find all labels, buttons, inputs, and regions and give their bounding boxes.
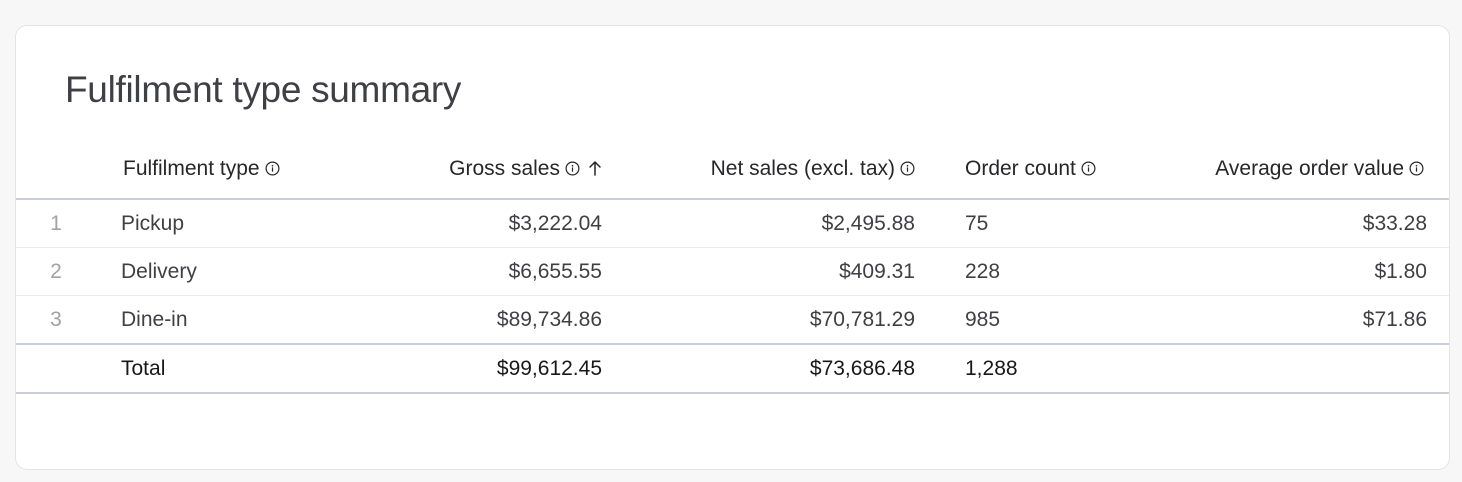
fulfilment-summary-table: Fulfilment type Gross sales Net sales (e…	[16, 140, 1449, 394]
total-label: Total	[96, 344, 348, 394]
table-row: 1 Pickup $3,222.04 $2,495.88 75 $33.28	[16, 199, 1449, 248]
column-header-order-count[interactable]: Order count	[915, 140, 1165, 200]
column-header-label: Fulfilment type	[123, 157, 260, 180]
row-index: 1	[16, 199, 96, 248]
cell-net-sales: $409.31	[602, 247, 915, 296]
cell-fulfilment-type: Delivery	[96, 247, 348, 296]
column-header-net-sales[interactable]: Net sales (excl. tax)	[602, 140, 915, 200]
table-row: 2 Delivery $6,655.55 $409.31 228 $1.80	[16, 247, 1449, 296]
row-index	[16, 344, 96, 394]
column-header-label: Order count	[965, 157, 1076, 180]
table-header-row: Fulfilment type Gross sales Net sales (e…	[16, 140, 1449, 200]
total-order-count: 1,288	[915, 344, 1165, 394]
cell-net-sales: $70,781.29	[602, 295, 915, 345]
info-icon[interactable]	[265, 161, 280, 176]
cell-fulfilment-type: Pickup	[96, 199, 348, 248]
fulfilment-summary-card: Fulfilment type summary Fulfilment type …	[15, 25, 1450, 470]
info-icon[interactable]	[1081, 161, 1096, 176]
cell-gross-sales: $6,655.55	[348, 247, 602, 296]
column-header-average-order-value[interactable]: Average order value	[1165, 140, 1449, 200]
arrow-up-icon[interactable]	[588, 160, 602, 176]
cell-order-count: 985	[915, 295, 1165, 345]
column-header-gross-sales[interactable]: Gross sales	[348, 140, 602, 200]
row-index: 3	[16, 295, 96, 345]
cell-order-count: 228	[915, 247, 1165, 296]
cell-order-count: 75	[915, 199, 1165, 248]
column-header-fulfilment-type[interactable]: Fulfilment type	[96, 140, 348, 200]
total-average-order-value	[1165, 344, 1449, 394]
cell-net-sales: $2,495.88	[602, 199, 915, 248]
column-header-label: Net sales (excl. tax)	[710, 157, 895, 180]
column-header-label: Average order value	[1215, 157, 1404, 180]
row-index: 2	[16, 247, 96, 296]
info-icon[interactable]	[900, 161, 915, 176]
cell-average-order-value: $33.28	[1165, 199, 1449, 248]
total-net-sales: $73,686.48	[602, 344, 915, 394]
column-header-label: Gross sales	[449, 157, 560, 180]
card-title: Fulfilment type summary	[65, 69, 462, 110]
info-icon[interactable]	[565, 161, 580, 176]
cell-fulfilment-type: Dine-in	[96, 295, 348, 345]
info-icon[interactable]	[1409, 161, 1424, 176]
column-header-index	[16, 140, 96, 200]
table-row: 3 Dine-in $89,734.86 $70,781.29 985 $71.…	[16, 295, 1449, 345]
cell-average-order-value: $1.80	[1165, 247, 1449, 296]
cell-average-order-value: $71.86	[1165, 295, 1449, 345]
cell-gross-sales: $3,222.04	[348, 199, 602, 248]
table-total-row: Total $99,612.45 $73,686.48 1,288	[16, 344, 1449, 394]
cell-gross-sales: $89,734.86	[348, 295, 602, 345]
total-gross-sales: $99,612.45	[348, 344, 602, 394]
